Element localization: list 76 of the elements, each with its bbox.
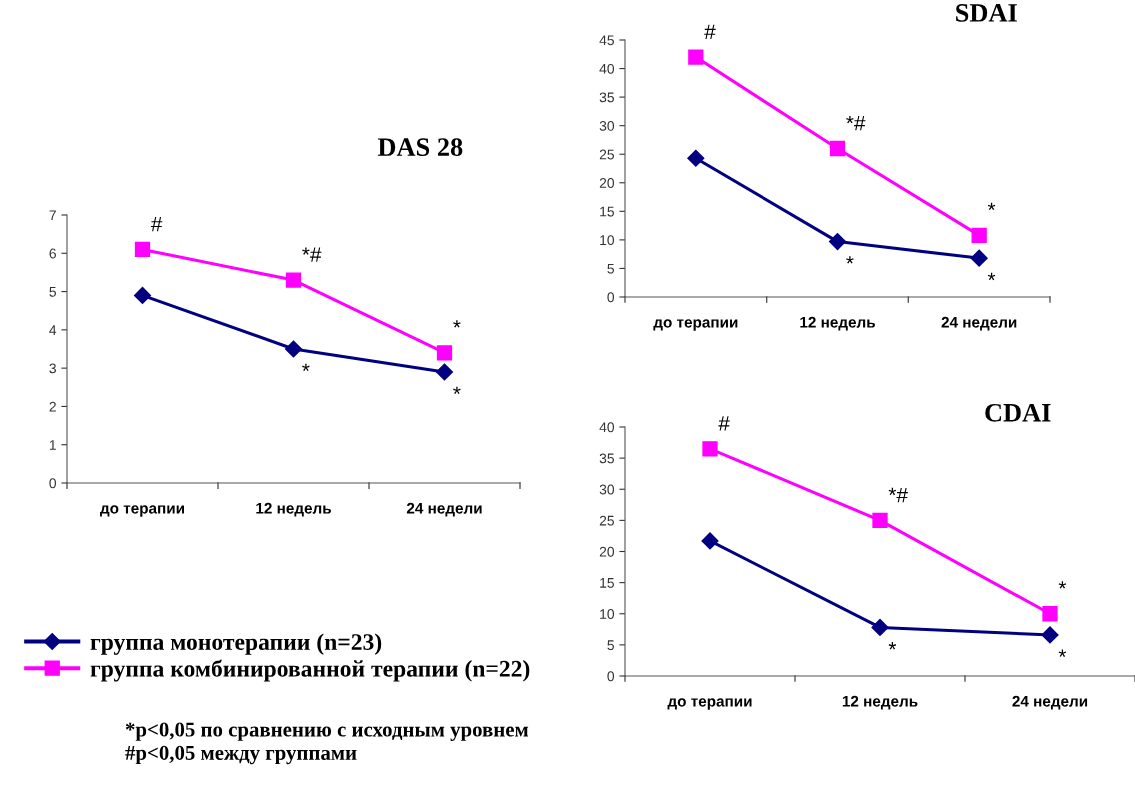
y-tick-label: 1: [49, 440, 56, 450]
chart-title: SDAI: [956, 4, 1017, 22]
chart-title: CDAI: [985, 403, 1051, 422]
y-tick-label: 6: [49, 248, 56, 259]
annotation: *: [888, 642, 897, 650]
y-tick-label: 20: [599, 546, 615, 557]
point: [829, 140, 846, 157]
y-tick-label: 5: [607, 640, 614, 651]
x-tick-label: 12 недель: [256, 502, 331, 517]
annotation: *: [846, 256, 854, 264]
legend-label: группа комбинированной терапии (n=22): [90, 659, 530, 682]
point: [134, 241, 151, 258]
y-tick-label: 45: [599, 35, 614, 46]
annotation: #: [150, 216, 163, 232]
annotation: *: [302, 363, 310, 371]
y-tick-label: 10: [600, 609, 615, 619]
y-tick-label: 40: [599, 422, 615, 433]
x-tick-label: 24 недели: [941, 316, 1017, 331]
point: [701, 532, 719, 550]
y-tick-label: 20: [599, 178, 615, 188]
y-tick-label: 5: [49, 287, 56, 297]
x-tick-label: 12 недель: [842, 695, 918, 710]
annotation: *: [1058, 649, 1067, 657]
x-tick-label: 24 недели: [1012, 695, 1088, 710]
x-tick-label: до терапии: [667, 698, 752, 710]
text: *p<0,05 по сравнению с исходным уровнем: [125, 722, 529, 741]
point: [436, 345, 453, 361]
y-tick-label: 2: [49, 401, 56, 412]
point: [133, 286, 152, 304]
y-tick-label: 30: [599, 121, 615, 131]
point: [284, 340, 303, 358]
point: [285, 272, 302, 288]
y-tick-label: 3: [49, 363, 56, 374]
annotation: *: [987, 272, 996, 281]
annotation: *: [453, 386, 461, 394]
annotation: *#: [302, 247, 322, 262]
annotation: #: [704, 24, 716, 39]
point: [971, 227, 987, 243]
x-tick-label: до терапии: [653, 319, 738, 331]
point: [688, 49, 704, 65]
x-tick-label: 24 недели: [406, 502, 482, 517]
annotation: *: [1058, 581, 1067, 589]
y-tick-label: 7: [49, 210, 56, 221]
y-tick-label: 10: [600, 235, 615, 246]
y-tick-label: 0: [607, 671, 615, 682]
x-tick-label: 12 недель: [800, 316, 875, 331]
chart-title: DAS 28: [377, 138, 463, 157]
y-tick-label: 35: [599, 92, 614, 103]
point: [1041, 626, 1059, 644]
point: [702, 441, 718, 457]
y-tick-label: 35: [599, 453, 614, 464]
y-tick-label: 25: [599, 515, 614, 526]
point: [828, 233, 847, 251]
point: [872, 512, 888, 529]
point: [435, 363, 454, 381]
y-tick-label: 25: [599, 149, 614, 160]
y-tick-label: 0: [49, 478, 57, 489]
text: #p<0,05 между группами: [125, 745, 357, 765]
y-tick-label: 15: [600, 206, 614, 217]
point: [871, 618, 889, 636]
point: [1042, 606, 1058, 622]
y-tick-label: 4: [49, 325, 57, 335]
annotation: *#: [888, 487, 908, 503]
legend-label: группа монотерапии (n=23): [90, 633, 382, 655]
annotation: *: [987, 202, 996, 211]
annotation: #: [718, 416, 730, 431]
x-tick-label: до терапии: [100, 505, 184, 517]
y-tick-label: 15: [600, 578, 614, 588]
y-tick-label: 30: [599, 484, 615, 495]
y-tick-label: 5: [607, 263, 614, 274]
y-tick-label: 0: [607, 292, 615, 303]
point: [687, 149, 705, 167]
y-tick-label: 40: [599, 63, 615, 74]
annotation: *#: [846, 115, 866, 131]
point: [970, 249, 988, 267]
annotation: *: [453, 320, 461, 328]
